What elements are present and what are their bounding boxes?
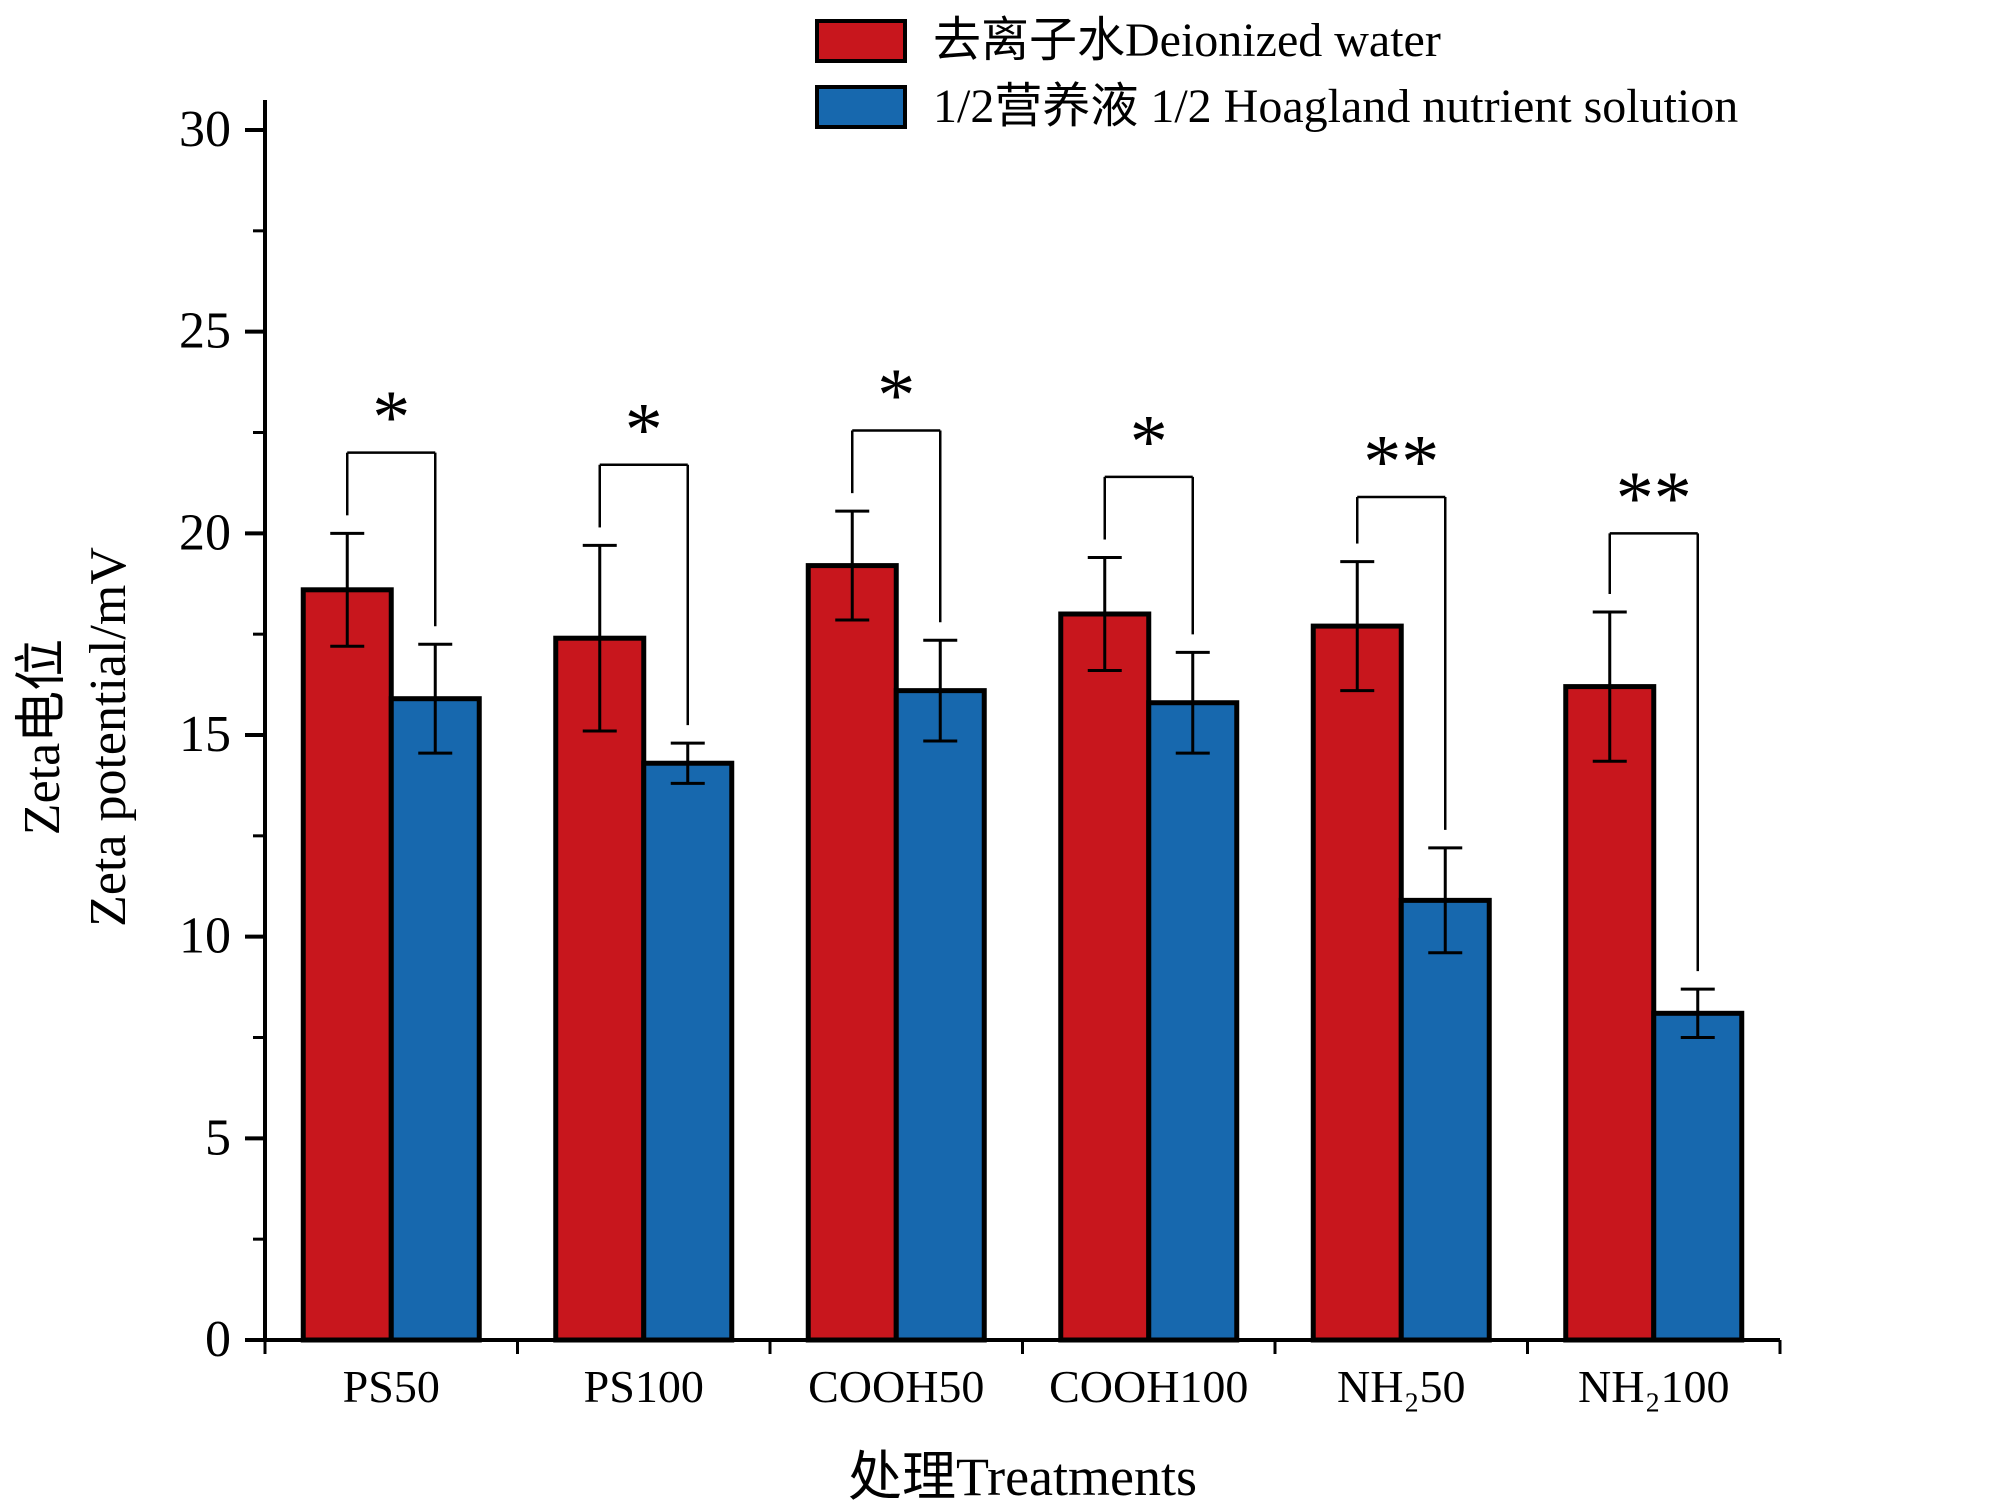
y-tick-label: 15: [179, 706, 231, 763]
bar-NH₂100-series1: [1651, 1010, 1745, 1343]
significance-marker: **: [1616, 456, 1692, 540]
significance-marker: *: [625, 388, 663, 472]
category-label-PS50: PS50: [343, 1361, 440, 1412]
legend-swatch-nutrient-solution: [815, 85, 907, 129]
bar-NH₂50-series1: [1398, 897, 1492, 1343]
category-label-NH₂50: NH₂50: [1337, 1361, 1465, 1412]
category-label-PS100: PS100: [584, 1361, 704, 1412]
bar-PS100-series0: [553, 635, 647, 1343]
bar-COOH50-series1: [893, 688, 987, 1343]
legend-item-nutrient-solution: 1/2营养液 1/2 Hoagland nutrient solution: [815, 80, 1738, 134]
bar-NH₂100-series0: [1563, 684, 1657, 1343]
significance-marker: **: [1363, 420, 1439, 504]
y-tick-label: 25: [179, 303, 231, 360]
bar-COOH50-series0: [805, 563, 899, 1343]
y-tick-label: 20: [179, 504, 231, 561]
bar-PS50-series0: [300, 587, 394, 1343]
category-label-NH₂100: NH₂100: [1578, 1361, 1729, 1412]
bar-PS50-series1: [388, 696, 482, 1343]
category-label-COOH100: COOH100: [1049, 1361, 1248, 1412]
significance-marker: *: [1130, 400, 1168, 484]
legend-swatch-deionized-water: [815, 19, 907, 63]
legend-label-deionized-water: 去离子水Deionized water: [933, 14, 1441, 67]
chart-legend: 去离子水Deionized water 1/2营养液 1/2 Hoagland …: [815, 14, 1738, 146]
y-tick-label: 30: [179, 101, 231, 158]
legend-item-deionized-water: 去离子水Deionized water: [815, 14, 1738, 68]
bar-COOH100-series1: [1146, 700, 1240, 1343]
category-label-COOH50: COOH50: [808, 1361, 984, 1412]
bar-PS100-series1: [641, 760, 735, 1343]
y-tick-label: 0: [205, 1311, 231, 1368]
y-tick-label: 5: [205, 1109, 231, 1166]
significance-marker: *: [877, 353, 915, 437]
bar-NH₂50-series0: [1310, 623, 1404, 1343]
legend-label-nutrient-solution: 1/2营养液 1/2 Hoagland nutrient solution: [933, 80, 1739, 133]
x-axis-title: 处理Treatments: [848, 1447, 1197, 1502]
y-tick-label: 10: [179, 908, 231, 965]
significance-marker: *: [372, 376, 410, 460]
bar-COOH100-series0: [1058, 611, 1152, 1343]
